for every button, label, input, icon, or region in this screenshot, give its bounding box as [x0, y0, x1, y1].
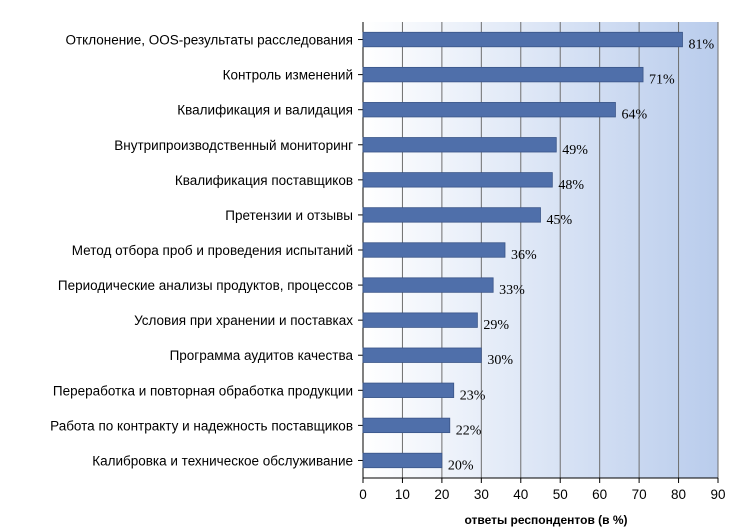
bar: [362, 102, 616, 118]
category-label: Калибровка и техническое обслуживание: [92, 453, 353, 468]
bar: [362, 382, 455, 398]
category-label: Внутрипроизводственный мониторинг: [114, 138, 353, 153]
category-label: Переработка и повторная обработка продук…: [53, 383, 353, 398]
category-label: Претензии и отзывы: [225, 208, 353, 223]
x-tick-label: 30: [474, 487, 489, 502]
data-label: 71%: [649, 73, 675, 88]
category-label: Метод отбора проб и проведения испытаний: [72, 243, 353, 258]
category-label: Периодические анализы продуктов, процесс…: [58, 278, 353, 293]
category-labels: Отклонение, OOS-результаты расследования…: [50, 33, 353, 469]
data-label: 45%: [547, 213, 573, 228]
bar: [362, 137, 557, 153]
data-label: 49%: [562, 143, 588, 158]
data-label: 36%: [511, 248, 537, 263]
bar: [362, 277, 494, 293]
bar: [362, 172, 553, 188]
x-tick-label: 70: [632, 487, 647, 502]
category-label: Отклонение, OOS-результаты расследования: [65, 33, 353, 48]
x-tick-label: 90: [710, 487, 725, 502]
x-tick-label: 40: [513, 487, 528, 502]
x-tick-label: 80: [671, 487, 686, 502]
data-label: 20%: [448, 458, 474, 473]
x-tick-labels: 0 10 20 30 40 50 60 70 80 90: [359, 487, 725, 502]
category-label: Квалификация поставщиков: [175, 173, 353, 188]
bar: [362, 347, 482, 363]
data-labels: 81% 71% 64% 49% 48% 45% 36% 33% 29% 30% 23% 22% 20%: [448, 38, 715, 474]
bar: [362, 31, 683, 48]
bar: [362, 452, 443, 469]
bar: [362, 207, 541, 223]
data-label: 29%: [483, 318, 509, 333]
category-label: Контроль изменений: [223, 68, 353, 83]
category-label: Условия при хранении и поставках: [134, 313, 353, 328]
data-label: 22%: [456, 423, 482, 438]
category-label: Работа по контракту и надежность поставщ…: [50, 418, 353, 433]
x-axis-title: ответы респондентов (в %): [464, 513, 627, 527]
bar: [362, 66, 644, 83]
x-tick-label: 0: [359, 487, 367, 502]
data-label: 33%: [499, 283, 525, 298]
data-label: 81%: [689, 38, 715, 53]
data-label: 23%: [460, 388, 486, 403]
x-tick-label: 20: [434, 487, 449, 502]
data-label: 48%: [558, 178, 584, 193]
bar: [362, 417, 451, 434]
category-label: Квалификация и валидация: [177, 103, 353, 118]
bar: [362, 242, 506, 258]
x-tick-label: 50: [553, 487, 568, 502]
x-tick-label: 10: [395, 487, 410, 502]
data-label: 64%: [621, 108, 647, 123]
bars: [362, 31, 683, 469]
category-label: Программа аудитов качества: [170, 348, 354, 363]
data-label: 30%: [487, 353, 513, 368]
bar: [362, 312, 478, 328]
x-tick-label: 60: [592, 487, 607, 502]
